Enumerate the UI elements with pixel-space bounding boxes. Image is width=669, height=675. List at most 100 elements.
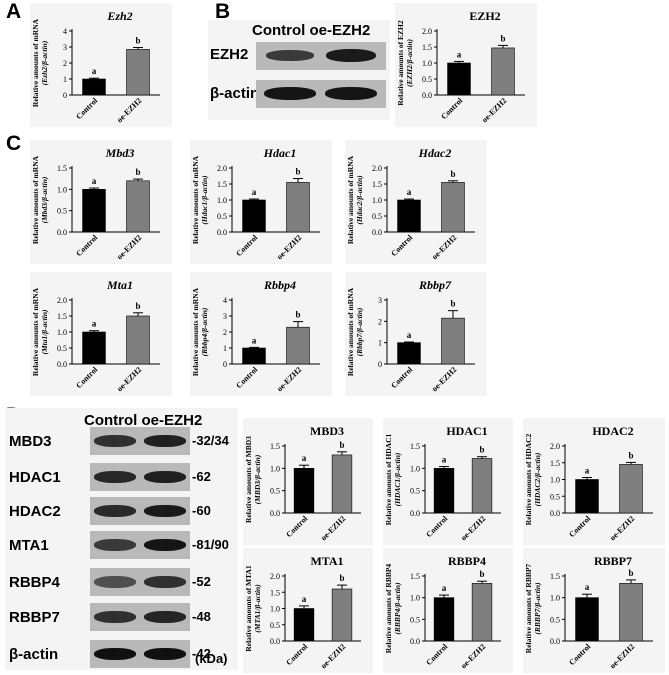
x-tick-label: Control	[424, 514, 450, 540]
blot-d-band--actin-control	[94, 648, 136, 660]
x-tick-label: Control	[74, 233, 100, 259]
chart-c-rbbp7: Rbbp7 Relative amounts of mRNA (Rbbp7/β-ac…	[345, 272, 487, 396]
x-tick-label: Control	[234, 365, 260, 391]
blot-d-label-hdac2: HDAC2	[9, 503, 61, 520]
y-tick-label: 1.0	[372, 196, 382, 205]
y-tick-label: 0.5	[57, 207, 67, 216]
chart-d-rbbp7: RBBP7 Relative amounts of RBBP7 (RBBP7/β-a…	[523, 548, 665, 673]
blot-d-band-mbd3-oe	[144, 435, 186, 447]
blot-d-band-hdac2-control	[94, 505, 136, 517]
y-tick-label: 0.0	[57, 228, 67, 237]
chart-title: EZH2	[469, 9, 500, 23]
bar	[126, 49, 150, 96]
y-tick-label: 0.0	[410, 509, 420, 518]
blot-d-size-value: 81/90	[196, 537, 229, 552]
blot-d-band-mta1-oe	[144, 539, 186, 551]
blot-d-band-hdac2-oe	[144, 505, 186, 517]
y-tick-label: 0.5	[410, 487, 420, 496]
y-tick-label: 1	[63, 75, 67, 84]
bar	[82, 78, 106, 96]
x-tick-label: Control	[284, 642, 310, 668]
chart-d-mta1: MTA1 Relative amounts of MTA1 (MTA1/β-acti…	[243, 548, 373, 673]
y-axis-label: (Mbd3/β-actin)	[40, 176, 49, 223]
significance-letter: b	[479, 569, 484, 579]
y-tick-label: 1.5	[550, 572, 560, 581]
significance-letter: a	[302, 453, 307, 463]
blot-b: Control oe-EZH2 EZH2 β-actin	[208, 20, 390, 120]
y-tick-label: 1.0	[57, 185, 67, 194]
y-axis-label: Relative amounts of MTA1	[244, 565, 253, 652]
y-axis-label: Relative amounts of HDAC1	[384, 434, 393, 526]
bar	[575, 597, 599, 642]
y-tick-label: 2.0	[57, 296, 67, 305]
chart-a-ezh2: Ezh2 Relative amounts of mRNA (Ezh2/β-acti…	[30, 3, 172, 127]
y-tick-label: 0.0	[372, 228, 382, 237]
chart-svg: HDAC1 Relative amounts of HDAC1 (HDAC1/β-a…	[384, 424, 501, 542]
significance-letter: a	[457, 49, 462, 59]
blot-b-band-actin-oe	[325, 87, 377, 100]
x-tick-label: oe-EZH2	[608, 514, 636, 542]
chart-title: Mta1	[106, 278, 133, 292]
y-tick-label: 1.5	[57, 312, 67, 321]
y-axis-label: (Mta1/β-actin)	[40, 309, 49, 355]
chart-title: RBBP7	[594, 554, 632, 568]
significance-letter: b	[628, 450, 633, 460]
x-tick-label: Control	[389, 365, 415, 391]
significance-letter: a	[442, 455, 447, 465]
x-tick-label: Control	[424, 642, 450, 668]
y-tick-label: 1	[378, 339, 382, 348]
y-tick-label: 1.5	[410, 442, 420, 451]
significance-letter: b	[479, 445, 484, 455]
chart-title: Hdac2	[418, 146, 452, 160]
chart-d-mbd3: MBD3 Relative amounts of MBD3 (MBD3/β-acti…	[243, 418, 373, 545]
chart-svg: MTA1 Relative amounts of MTA1 (MTA1/β-acti…	[244, 554, 361, 670]
blot-d-size--actin: -42	[192, 646, 211, 661]
y-tick-label: 0.5	[550, 615, 560, 624]
chart-svg: EZH2 Relative amounts of EZH2 (EZH2/β-acti…	[396, 9, 525, 124]
bar	[242, 347, 266, 365]
x-tick-label: Control	[234, 233, 260, 259]
y-tick-label: 0	[378, 360, 382, 369]
chart-title: HDAC1	[446, 424, 487, 438]
blot-d-label--actin: β-actin	[9, 646, 59, 663]
x-tick-label: oe-EZH2	[459, 642, 487, 670]
bar	[286, 182, 310, 233]
y-tick-label: 0.0	[550, 509, 560, 518]
x-tick-label: oe-EZH2	[275, 365, 303, 393]
blot-d-size-hdac1: -62	[192, 469, 211, 484]
y-tick-label: 3	[63, 43, 67, 52]
blot-b-band-ezh2-control	[266, 50, 314, 61]
y-tick-label: 1.0	[270, 464, 280, 473]
y-axis-label: Relative amounts of mRNA	[346, 287, 355, 376]
y-tick-label: 0	[223, 360, 227, 369]
chart-svg: HDAC2 Relative amounts of HDAC2 (HDAC2/β-a…	[524, 424, 653, 542]
y-tick-label: 0	[63, 91, 67, 100]
significance-letter: a	[407, 330, 412, 340]
significance-letter: a	[407, 187, 412, 197]
bar	[242, 199, 266, 233]
y-axis-label: Relative amounts of mRNA	[31, 155, 40, 244]
significance-letter: b	[628, 568, 633, 578]
y-tick-label: 1.0	[410, 464, 420, 473]
bar	[82, 189, 106, 233]
y-tick-label: 1.5	[422, 43, 432, 52]
blot-b-label-actin: β-actin	[210, 85, 260, 102]
chart-title: Hdac1	[263, 146, 297, 160]
bar	[397, 342, 421, 365]
y-axis-label: Relative amounts of RBBP4	[384, 564, 393, 654]
blot-d-label-rbbp4: RBBP4	[9, 574, 60, 591]
bar	[619, 464, 643, 514]
blot-d-unit: (kDa)	[195, 651, 228, 666]
y-tick-label: 1.0	[217, 196, 227, 205]
significance-letter: b	[135, 35, 140, 45]
chart-title: MTA1	[310, 554, 343, 568]
blot-d-band--actin-oe	[144, 648, 186, 660]
chart-svg: RBBP7 Relative amounts of RBBP7 (RBBP7/β-a…	[524, 554, 653, 670]
blot-d-size-hdac2: -60	[192, 503, 211, 518]
significance-letter: b	[295, 310, 300, 320]
blot-d-size-value: 62	[196, 469, 211, 484]
x-tick-label: oe-EZH2	[430, 365, 458, 393]
chart-svg: RBBP4 Relative amounts of RBBP4 (RBBP4/β-a…	[384, 554, 501, 670]
chart-svg: Rbbp4 Relative amounts of mRNA (Rbbp4/β-ac…	[191, 278, 320, 393]
bar	[447, 62, 471, 96]
